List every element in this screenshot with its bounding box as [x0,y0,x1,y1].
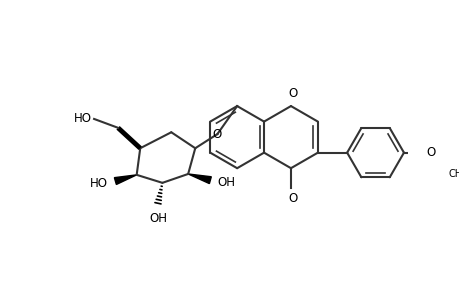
Text: HO: HO [89,177,107,190]
Text: CH₃: CH₃ [448,169,459,178]
Text: HO: HO [73,112,91,125]
Text: O: O [425,146,435,159]
Text: OH: OH [149,212,167,225]
Text: OH: OH [217,176,235,189]
Text: O: O [287,87,297,100]
Polygon shape [188,174,211,184]
Text: O: O [287,192,297,205]
Text: O: O [213,128,222,141]
Polygon shape [114,175,136,184]
